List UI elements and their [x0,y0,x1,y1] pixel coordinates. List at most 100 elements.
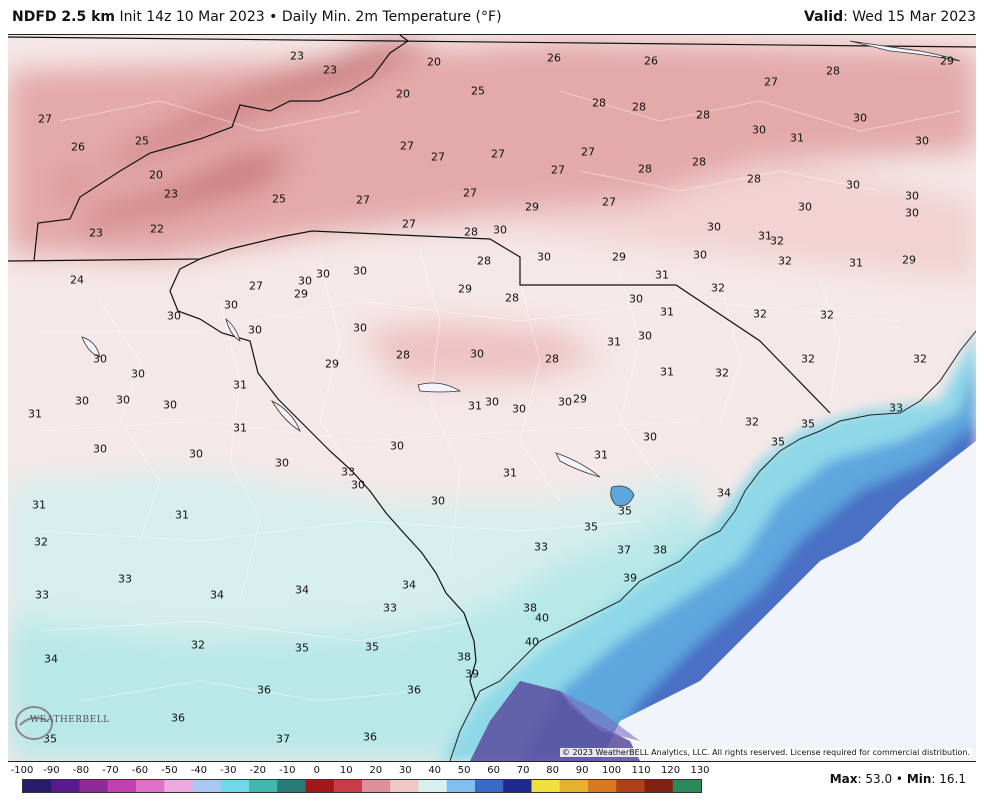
scale-tick-label: 110 [631,765,651,776]
temperature-label: 31 [660,365,674,379]
temperature-label: 23 [290,49,304,63]
scale-tick-label: 10 [339,765,353,776]
temperature-label: 30 [752,123,766,137]
temperature-label: 28 [396,348,410,362]
scale-tick-label: -70 [102,765,119,776]
max-label: Max [829,772,858,786]
temperature-label: 34 [717,486,731,500]
scale-segment [531,780,561,792]
temperature-label: 33 [383,601,397,615]
coastal-warm-field [440,331,976,761]
color-scale-legend: -100 -90 -80 -70 -60 -50 -40 -30 -20 -10 0 10 20 30 40… [0,762,984,808]
temperature-label: 33 [118,572,132,586]
valid-date: Valid: Wed 15 Mar 2023 [804,0,976,34]
temperature-label: 27 [491,147,505,161]
temperature-label: 30 [163,398,177,412]
ga-sc-nc-border [8,230,831,414]
lake-moultrie [610,485,635,507]
temperature-label: 31 [32,498,46,512]
temperature-label: 30 [248,323,262,337]
temperature-label: 29 [612,250,626,264]
temperature-label: 31 [660,305,674,319]
temperature-label: 32 [711,281,725,295]
temperature-label: 31 [175,508,189,522]
temperature-label: 25 [272,192,286,206]
color-scale-ticks: -100 -90 -80 -70 -60 -50 -40 -30 -20 -10 0 10 20 30 40… [10,765,710,777]
copyright-notice: © 2023 WeatherBELL Analytics, LLC. All r… [560,748,972,757]
temperature-label: 35 [584,520,598,534]
temperature-label: 30 [707,220,721,234]
temperature-label: 27 [463,186,477,200]
lakes [81,40,961,507]
temperature-label: 25 [471,84,485,98]
scale-segment [192,780,222,792]
temperature-label: 30 [353,264,367,278]
temperature-label: 27 [402,217,416,231]
temperature-label: 28 [747,172,761,186]
temperature-label: 35 [618,504,632,518]
temperature-label: 24 [70,273,84,287]
temperature-label: 38 [457,650,471,664]
temperature-label: 25 [135,134,149,148]
temperature-label: 37 [276,732,290,746]
scale-tick-label: 60 [487,765,501,776]
temperature-label: 30 [351,478,365,492]
valid-value: : Wed 15 Mar 2023 [843,9,976,25]
temperature-label: 33 [889,401,903,415]
temperature-label: 35 [295,641,309,655]
scale-segment [136,780,165,792]
temperature-label: 29 [940,54,954,68]
temperature-label: 32 [191,638,205,652]
scale-segment [51,780,80,792]
temperature-label: 30 [798,200,812,214]
coastline [449,330,976,761]
scale-segment [672,780,701,792]
scale-segment [79,780,109,792]
temperature-label: 31 [594,448,608,462]
scale-segment [164,780,193,792]
scale-segment [390,780,419,792]
ocean [600,441,976,761]
temperature-label: 31 [607,335,621,349]
temperature-label: 34 [402,578,416,592]
temperature-label: 35 [365,640,379,654]
temperature-label: 30 [275,456,289,470]
logo-swirl-icon [15,706,53,740]
scale-tick-label: 100 [602,765,622,776]
state-boundaries [8,35,976,702]
temperature-label: 27 [602,195,616,209]
temperature-label: 26 [547,51,561,65]
temperature-label: 31 [28,407,42,421]
temperature-label: 27 [431,150,445,164]
temperature-label: 26 [644,54,658,68]
min-value: : 16.1 [931,772,966,786]
lake-marion [555,452,601,478]
temperature-label: 39 [623,571,637,585]
temperature-label: 35 [801,417,815,431]
init-time: Init 14z 10 Mar 2023 [119,9,265,25]
temperature-label: 40 [525,635,539,649]
temperature-label: 37 [617,543,631,557]
temperature-label: 35 [771,435,785,449]
ga-sc-border [169,258,477,702]
temperature-label: 36 [257,683,271,697]
temperature-label: 27 [249,279,263,293]
scale-tick-label: -20 [249,765,266,776]
temperature-label: 26 [71,140,85,154]
temperature-label: 30 [853,111,867,125]
scale-tick-label: 80 [546,765,559,776]
temperature-label: 31 [849,256,863,270]
temperature-label: 30 [905,189,919,203]
map-panel[interactable]: 23 23 20 26 26 28 29 27 20 25 28 28 28 27 25 30 30 31 30 26… [8,34,976,762]
temperature-label: 29 [325,357,339,371]
temperature-label: 36 [363,730,377,744]
temperature-label: 30 [390,439,404,453]
scale-tick-label: -80 [72,765,90,776]
scale-segment [418,780,448,792]
temperature-label: 32 [820,308,834,322]
temperature-label: 28 [505,291,519,305]
temperature-label: 28 [545,352,559,366]
lake-clarks [81,336,101,358]
temperature-label: 29 [902,253,916,267]
temperature-label: 27 [551,163,565,177]
